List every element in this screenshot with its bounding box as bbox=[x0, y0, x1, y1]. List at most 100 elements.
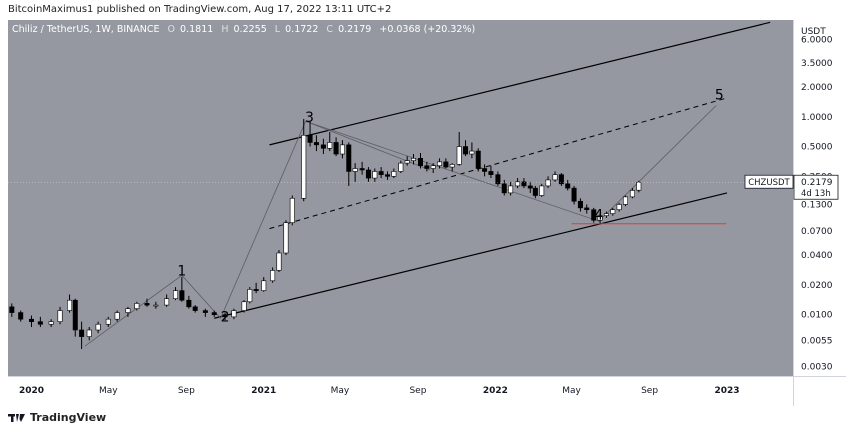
candle-body bbox=[391, 171, 397, 177]
y-tick-label: 0.0100 bbox=[801, 311, 833, 321]
candle bbox=[610, 207, 616, 216]
candle bbox=[307, 121, 313, 147]
candle bbox=[202, 308, 208, 317]
x-tick-label: May bbox=[331, 386, 350, 396]
legend-low-label: L bbox=[275, 24, 281, 35]
symbol-legend: Chiliz / TetherUS, 1W, BINANCE O 0.1811 … bbox=[12, 24, 475, 35]
candle bbox=[28, 315, 34, 328]
candle bbox=[18, 310, 24, 322]
candle bbox=[164, 294, 170, 307]
candle-body bbox=[276, 252, 282, 271]
candle-body bbox=[179, 290, 185, 301]
candle bbox=[114, 310, 120, 322]
candle-body bbox=[153, 304, 159, 307]
candle bbox=[475, 148, 481, 172]
y-tick-label: 0.0055 bbox=[801, 336, 833, 346]
candle-body bbox=[18, 312, 24, 320]
x-tick-label: 2022 bbox=[483, 386, 508, 396]
legend-open-label: O bbox=[168, 24, 175, 35]
price-tag-box bbox=[793, 174, 839, 200]
candle-body bbox=[67, 299, 73, 311]
legend-close-value: 0.2179 bbox=[338, 24, 371, 35]
candle-body bbox=[508, 185, 514, 194]
wave-label: 1 bbox=[177, 263, 186, 279]
candle-body bbox=[48, 321, 54, 325]
candle-body bbox=[515, 181, 521, 187]
y-tick-label: 0.1300 bbox=[801, 200, 833, 210]
axis-layer: USDT6.00003.50002.00001.00000.50000.2500… bbox=[8, 20, 846, 406]
candle-body bbox=[211, 312, 217, 315]
candle-body bbox=[365, 169, 371, 179]
candle-body bbox=[463, 146, 469, 155]
x-tick-label: 2020 bbox=[19, 386, 44, 396]
x-tick-label: Sep bbox=[641, 386, 658, 396]
candle-body bbox=[339, 144, 345, 155]
candle-body bbox=[313, 142, 319, 146]
candle-body bbox=[186, 299, 192, 308]
candle bbox=[359, 161, 365, 175]
candle-body bbox=[79, 329, 85, 337]
candle-body bbox=[552, 174, 558, 181]
candle-body bbox=[469, 150, 475, 155]
candle-body bbox=[545, 179, 551, 187]
candle bbox=[253, 282, 259, 294]
candle bbox=[521, 178, 527, 189]
footer: TradingView bbox=[8, 411, 106, 424]
candle bbox=[449, 163, 455, 172]
candle-body bbox=[57, 310, 63, 322]
candle bbox=[398, 160, 404, 174]
candle-body bbox=[307, 134, 313, 143]
candle-body bbox=[28, 318, 34, 322]
candle bbox=[508, 181, 514, 196]
candle-body bbox=[482, 168, 488, 172]
candle bbox=[95, 321, 101, 334]
legend-change: +0.0368 (+20.32%) bbox=[379, 24, 475, 35]
candle-body bbox=[192, 306, 198, 311]
candle-body bbox=[449, 164, 455, 168]
legend-symbol: Chiliz / TetherUS, 1W, BINANCE bbox=[12, 24, 160, 35]
candle bbox=[179, 277, 185, 302]
candle-body bbox=[95, 323, 101, 331]
candle bbox=[222, 312, 228, 321]
candle bbox=[384, 171, 390, 180]
legend-high-label: H bbox=[221, 24, 228, 35]
candle bbox=[327, 132, 333, 152]
candle-body bbox=[495, 174, 501, 185]
legend-open-value: 0.1811 bbox=[180, 24, 213, 35]
candle bbox=[629, 188, 635, 199]
candle-body bbox=[202, 310, 208, 313]
candle-body bbox=[352, 168, 358, 172]
candle-body bbox=[424, 165, 430, 169]
candle-body bbox=[9, 306, 15, 313]
candle-body bbox=[532, 187, 538, 196]
candle bbox=[86, 327, 92, 341]
candle bbox=[437, 158, 443, 169]
candle bbox=[276, 250, 282, 272]
candle-body bbox=[125, 308, 131, 313]
candle bbox=[231, 308, 237, 320]
plot-area bbox=[8, 20, 793, 376]
elliott-wave-path bbox=[84, 105, 717, 347]
x-tick-label: May bbox=[99, 386, 118, 396]
candle bbox=[404, 156, 410, 166]
x-tick-label: Sep bbox=[178, 386, 195, 396]
candle-body bbox=[636, 181, 642, 191]
candle bbox=[463, 140, 469, 157]
candle bbox=[105, 316, 111, 328]
candle-body bbox=[584, 207, 590, 211]
candle bbox=[261, 277, 267, 292]
candle bbox=[134, 301, 140, 311]
candle bbox=[333, 137, 339, 157]
price-tag-value: 0.2179 bbox=[801, 178, 833, 188]
candle bbox=[72, 298, 78, 337]
candle-body bbox=[327, 142, 333, 149]
candle-body bbox=[488, 171, 494, 175]
middle-channel-dashed-line bbox=[269, 97, 728, 230]
candle bbox=[153, 301, 159, 309]
candle-body bbox=[430, 165, 436, 169]
candle bbox=[37, 316, 43, 328]
candle bbox=[565, 179, 571, 191]
candle-body bbox=[378, 171, 384, 175]
y-tick-label: 0.5000 bbox=[801, 143, 833, 153]
